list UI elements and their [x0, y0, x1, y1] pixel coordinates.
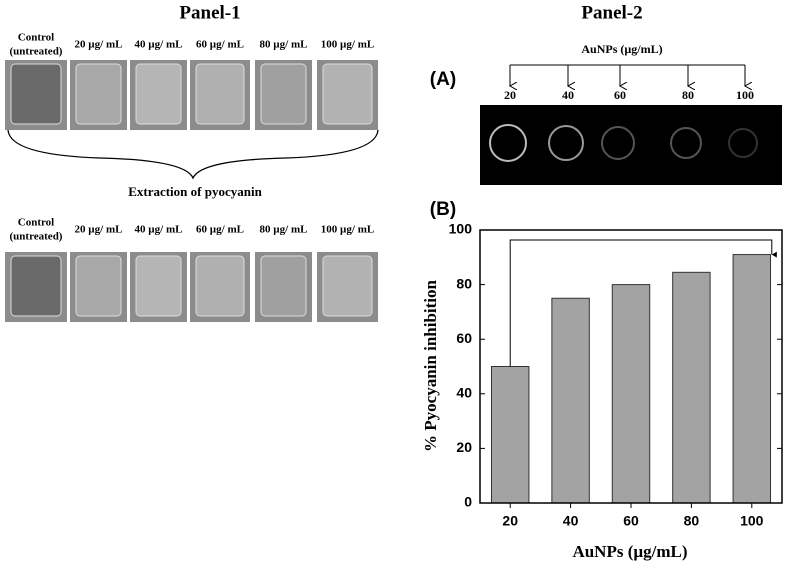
dose-label: Control	[18, 217, 54, 229]
y-axis-title: % Pyocyanin inhibition	[421, 279, 440, 451]
vial	[10, 63, 62, 125]
vial	[260, 255, 307, 317]
plot-frame	[479, 229, 783, 504]
dose-label: 20 µg/ mL	[75, 39, 123, 51]
dose-label: (untreated)	[10, 46, 63, 58]
well	[728, 128, 758, 158]
panel1-title: Panel-1	[179, 2, 240, 23]
dose-label: 20	[504, 88, 516, 102]
well	[489, 124, 527, 162]
y-tick-label: 0	[464, 494, 472, 510]
dose-label: 80	[682, 88, 694, 102]
bar	[672, 271, 711, 504]
vial	[10, 255, 62, 317]
x-tick-label: 40	[563, 513, 579, 529]
dose-label: 100 µg/ mL	[321, 224, 374, 236]
dose-label: (untreated)	[10, 231, 63, 243]
x-tick-label: 60	[623, 513, 639, 529]
bar	[551, 297, 590, 504]
dose-label: 40	[562, 88, 574, 102]
vial	[260, 63, 307, 125]
y-tick-label: 40	[456, 385, 472, 401]
bar	[611, 284, 651, 504]
bar	[732, 254, 772, 504]
comparison-arrow	[509, 239, 777, 367]
vial	[322, 255, 373, 317]
a-axis-label: AuNPs (µg/mL)	[581, 42, 662, 56]
vial	[135, 255, 182, 317]
dose-label: 60 µg/ mL	[196, 39, 244, 51]
y-tick-label: 60	[456, 330, 472, 346]
x-axis-title: AuNPs (µg/mL)	[572, 542, 687, 561]
dose-label: 100	[736, 88, 754, 102]
y-tick-label: 100	[449, 221, 473, 237]
dose-label: 80 µg/ mL	[260, 224, 308, 236]
panel-b-label: (B)	[430, 199, 456, 220]
x-tick-label: 80	[684, 513, 700, 529]
x-tick-label: 100	[740, 513, 764, 529]
dose-label: 60	[614, 88, 626, 102]
dose-label: 20 µg/ mL	[75, 224, 123, 236]
vial	[75, 255, 122, 317]
well	[601, 126, 635, 160]
dose-label: 60 µg/ mL	[196, 224, 244, 236]
dose-label: Control	[18, 32, 54, 44]
vial	[75, 63, 122, 125]
panel2-title: Panel-2	[581, 2, 642, 23]
vial	[195, 255, 245, 317]
bar	[490, 366, 530, 504]
plate-image	[480, 105, 782, 185]
brace	[7, 129, 379, 180]
y-tick-label: 80	[456, 275, 472, 291]
dose-label: 40 µg/ mL	[135, 224, 183, 236]
y-tick-label: 20	[456, 439, 472, 455]
well	[548, 125, 584, 161]
vial	[135, 63, 182, 125]
middle-label: Extraction of pyocyanin	[128, 184, 262, 199]
vial	[195, 63, 245, 125]
dose-label: 100 µg/ mL	[321, 39, 374, 51]
panel-a-label: (A)	[430, 69, 456, 90]
vial	[322, 63, 373, 125]
x-tick-label: 20	[502, 513, 518, 529]
dose-label: 40 µg/ mL	[135, 39, 183, 51]
dose-label: 80 µg/ mL	[260, 39, 308, 51]
well	[670, 127, 702, 159]
